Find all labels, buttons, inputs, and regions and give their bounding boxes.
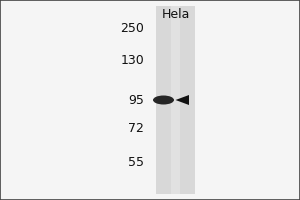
- Text: 250: 250: [120, 21, 144, 34]
- Ellipse shape: [153, 96, 174, 104]
- Text: 95: 95: [128, 94, 144, 106]
- Text: 72: 72: [128, 122, 144, 136]
- Text: 130: 130: [120, 53, 144, 66]
- Bar: [171, 6, 180, 194]
- Text: 55: 55: [128, 156, 144, 168]
- Text: Hela: Hela: [161, 8, 190, 21]
- Polygon shape: [176, 95, 189, 105]
- Bar: [156, 6, 195, 194]
